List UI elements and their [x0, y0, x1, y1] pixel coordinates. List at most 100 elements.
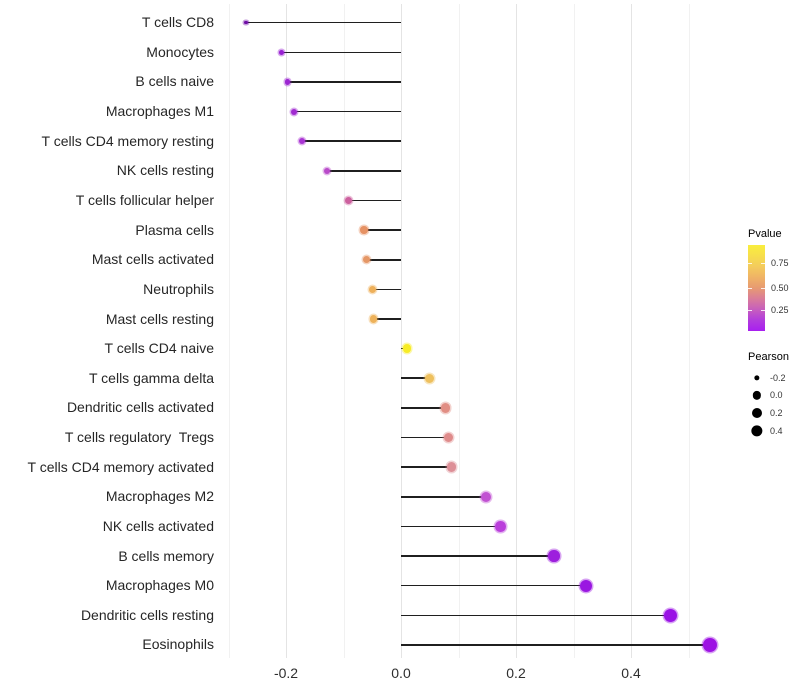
lollipop-stem [401, 644, 710, 646]
lollipop-stem [281, 51, 401, 54]
y-axis-label: Macrophages M1 [105, 103, 214, 120]
y-axis-label: T cells CD4 memory activated [27, 458, 214, 475]
gridline-major [631, 4, 632, 658]
pearson-legend-label: 0.0 [770, 390, 783, 401]
lollipop-stem [366, 258, 401, 261]
lollipop-dot [368, 285, 376, 294]
lollipop-stem [372, 288, 401, 291]
lollipop-dot [278, 49, 285, 56]
y-axis-label: T cells regulatory Tregs [64, 429, 214, 446]
y-axis-label: NK cells resting [116, 162, 214, 179]
lollipop-dot [443, 432, 454, 443]
pvalue-colorbar [748, 245, 765, 331]
lollipop-stem [401, 466, 452, 468]
lollipop-dot [362, 255, 371, 264]
y-axis-label: Macrophages M0 [105, 577, 214, 594]
colorbar-tick-mark [748, 287, 752, 289]
lollipop-stem [401, 555, 554, 557]
colorbar-tick-mark [761, 263, 765, 265]
lollipop-dot [402, 344, 411, 353]
y-axis-label: T cells CD4 naive [104, 340, 214, 357]
colorbar-tick-mark [761, 287, 765, 289]
lollipop-dot [360, 226, 368, 234]
y-axis-label: Dendritic cells resting [80, 606, 214, 623]
y-axis-label: Monocytes [146, 43, 214, 60]
pvalue-legend-title: Pvalue [748, 228, 782, 240]
gridline-minor [573, 4, 575, 658]
pearson-legend-label: 0.2 [770, 408, 783, 418]
lollipop-dot [369, 315, 378, 323]
y-axis-label: Eosinophils [142, 636, 214, 653]
y-axis-label: Macrophages M2 [105, 488, 214, 505]
gridline-major [286, 4, 287, 658]
gridline-minor [688, 4, 690, 658]
gridline-minor [458, 4, 460, 658]
lollipop-dot [702, 637, 717, 652]
y-axis-label: NK cells activated [102, 517, 214, 534]
lollipop-stem [287, 81, 401, 83]
lollipop-stem [302, 140, 401, 142]
lollipop-dot [291, 108, 298, 115]
pearson-legend-dot [750, 424, 763, 437]
lollipop-dot [299, 138, 306, 145]
y-axis-label: B cells naive [135, 73, 214, 90]
y-axis-label: T cells CD4 memory resting [41, 132, 214, 149]
lollipop-stem [401, 584, 587, 587]
lollipop-stem [401, 377, 430, 380]
gridline-minor [228, 4, 230, 658]
lollipop-dot [495, 521, 506, 532]
y-axis-label: T cells CD8 [141, 14, 214, 31]
gridline-major [516, 4, 517, 658]
lollipop-dot [446, 462, 457, 472]
lollipop-stem [348, 199, 401, 202]
pearson-legend-label: -0.2 [770, 372, 786, 383]
lollipop-stem [294, 110, 401, 113]
colorbar-tick-label: 0.75 [771, 258, 789, 269]
gridline-major [401, 4, 402, 658]
lollipop-dot [323, 167, 331, 175]
pearson-legend-dot [751, 408, 762, 418]
lollipop-dot [580, 579, 593, 592]
lollipop-dot [244, 20, 248, 25]
lollipop-stem [364, 229, 401, 231]
x-axis-tick-label: 0.4 [621, 665, 641, 681]
lollipop-dot [284, 79, 291, 85]
y-axis-label: Dendritic cells activated [66, 399, 214, 416]
y-axis-label: T cells gamma delta [88, 369, 214, 386]
lollipop-stem [401, 495, 487, 498]
chart-panel [222, 4, 740, 658]
lollipop-stem [401, 614, 671, 617]
y-axis-label: B cells memory [118, 547, 214, 564]
x-axis-tick-label: -0.2 [273, 665, 299, 681]
colorbar-tick-mark [761, 310, 765, 312]
y-axis-label: Mast cells activated [91, 251, 214, 268]
lollipop-dot [424, 373, 434, 383]
pearson-legend-dot [753, 375, 760, 381]
lollipop-stem [401, 407, 446, 409]
lollipop-stem [401, 525, 501, 528]
lollipop-stem [326, 170, 401, 172]
pearson-legend-dot [752, 391, 761, 400]
gridline-minor [343, 4, 345, 658]
pearson-legend-label: 0.4 [770, 425, 783, 436]
colorbar-tick-mark [748, 263, 752, 265]
colorbar-tick-mark [748, 310, 752, 312]
lollipop-stem [245, 21, 401, 24]
y-axis-label: Plasma cells [135, 221, 214, 238]
x-axis-tick-label: 0.0 [391, 665, 411, 681]
lollipop-dot [440, 403, 451, 413]
colorbar-tick-label: 0.25 [771, 305, 789, 316]
y-axis-label: Neutrophils [143, 280, 214, 297]
y-axis-label: Mast cells resting [105, 310, 214, 327]
lollipop-dot [663, 608, 677, 622]
lollipop-dot [548, 550, 560, 562]
lollipop-stem [373, 318, 401, 320]
pearson-legend-title: Pearson [748, 351, 789, 363]
colorbar-tick-label: 0.50 [771, 282, 789, 293]
lollipop-dot [344, 196, 352, 204]
x-axis-tick-label: 0.2 [506, 665, 526, 681]
y-axis-label: T cells follicular helper [75, 191, 214, 208]
lollipop-dot [481, 491, 492, 502]
lollipop-stem [401, 436, 449, 439]
